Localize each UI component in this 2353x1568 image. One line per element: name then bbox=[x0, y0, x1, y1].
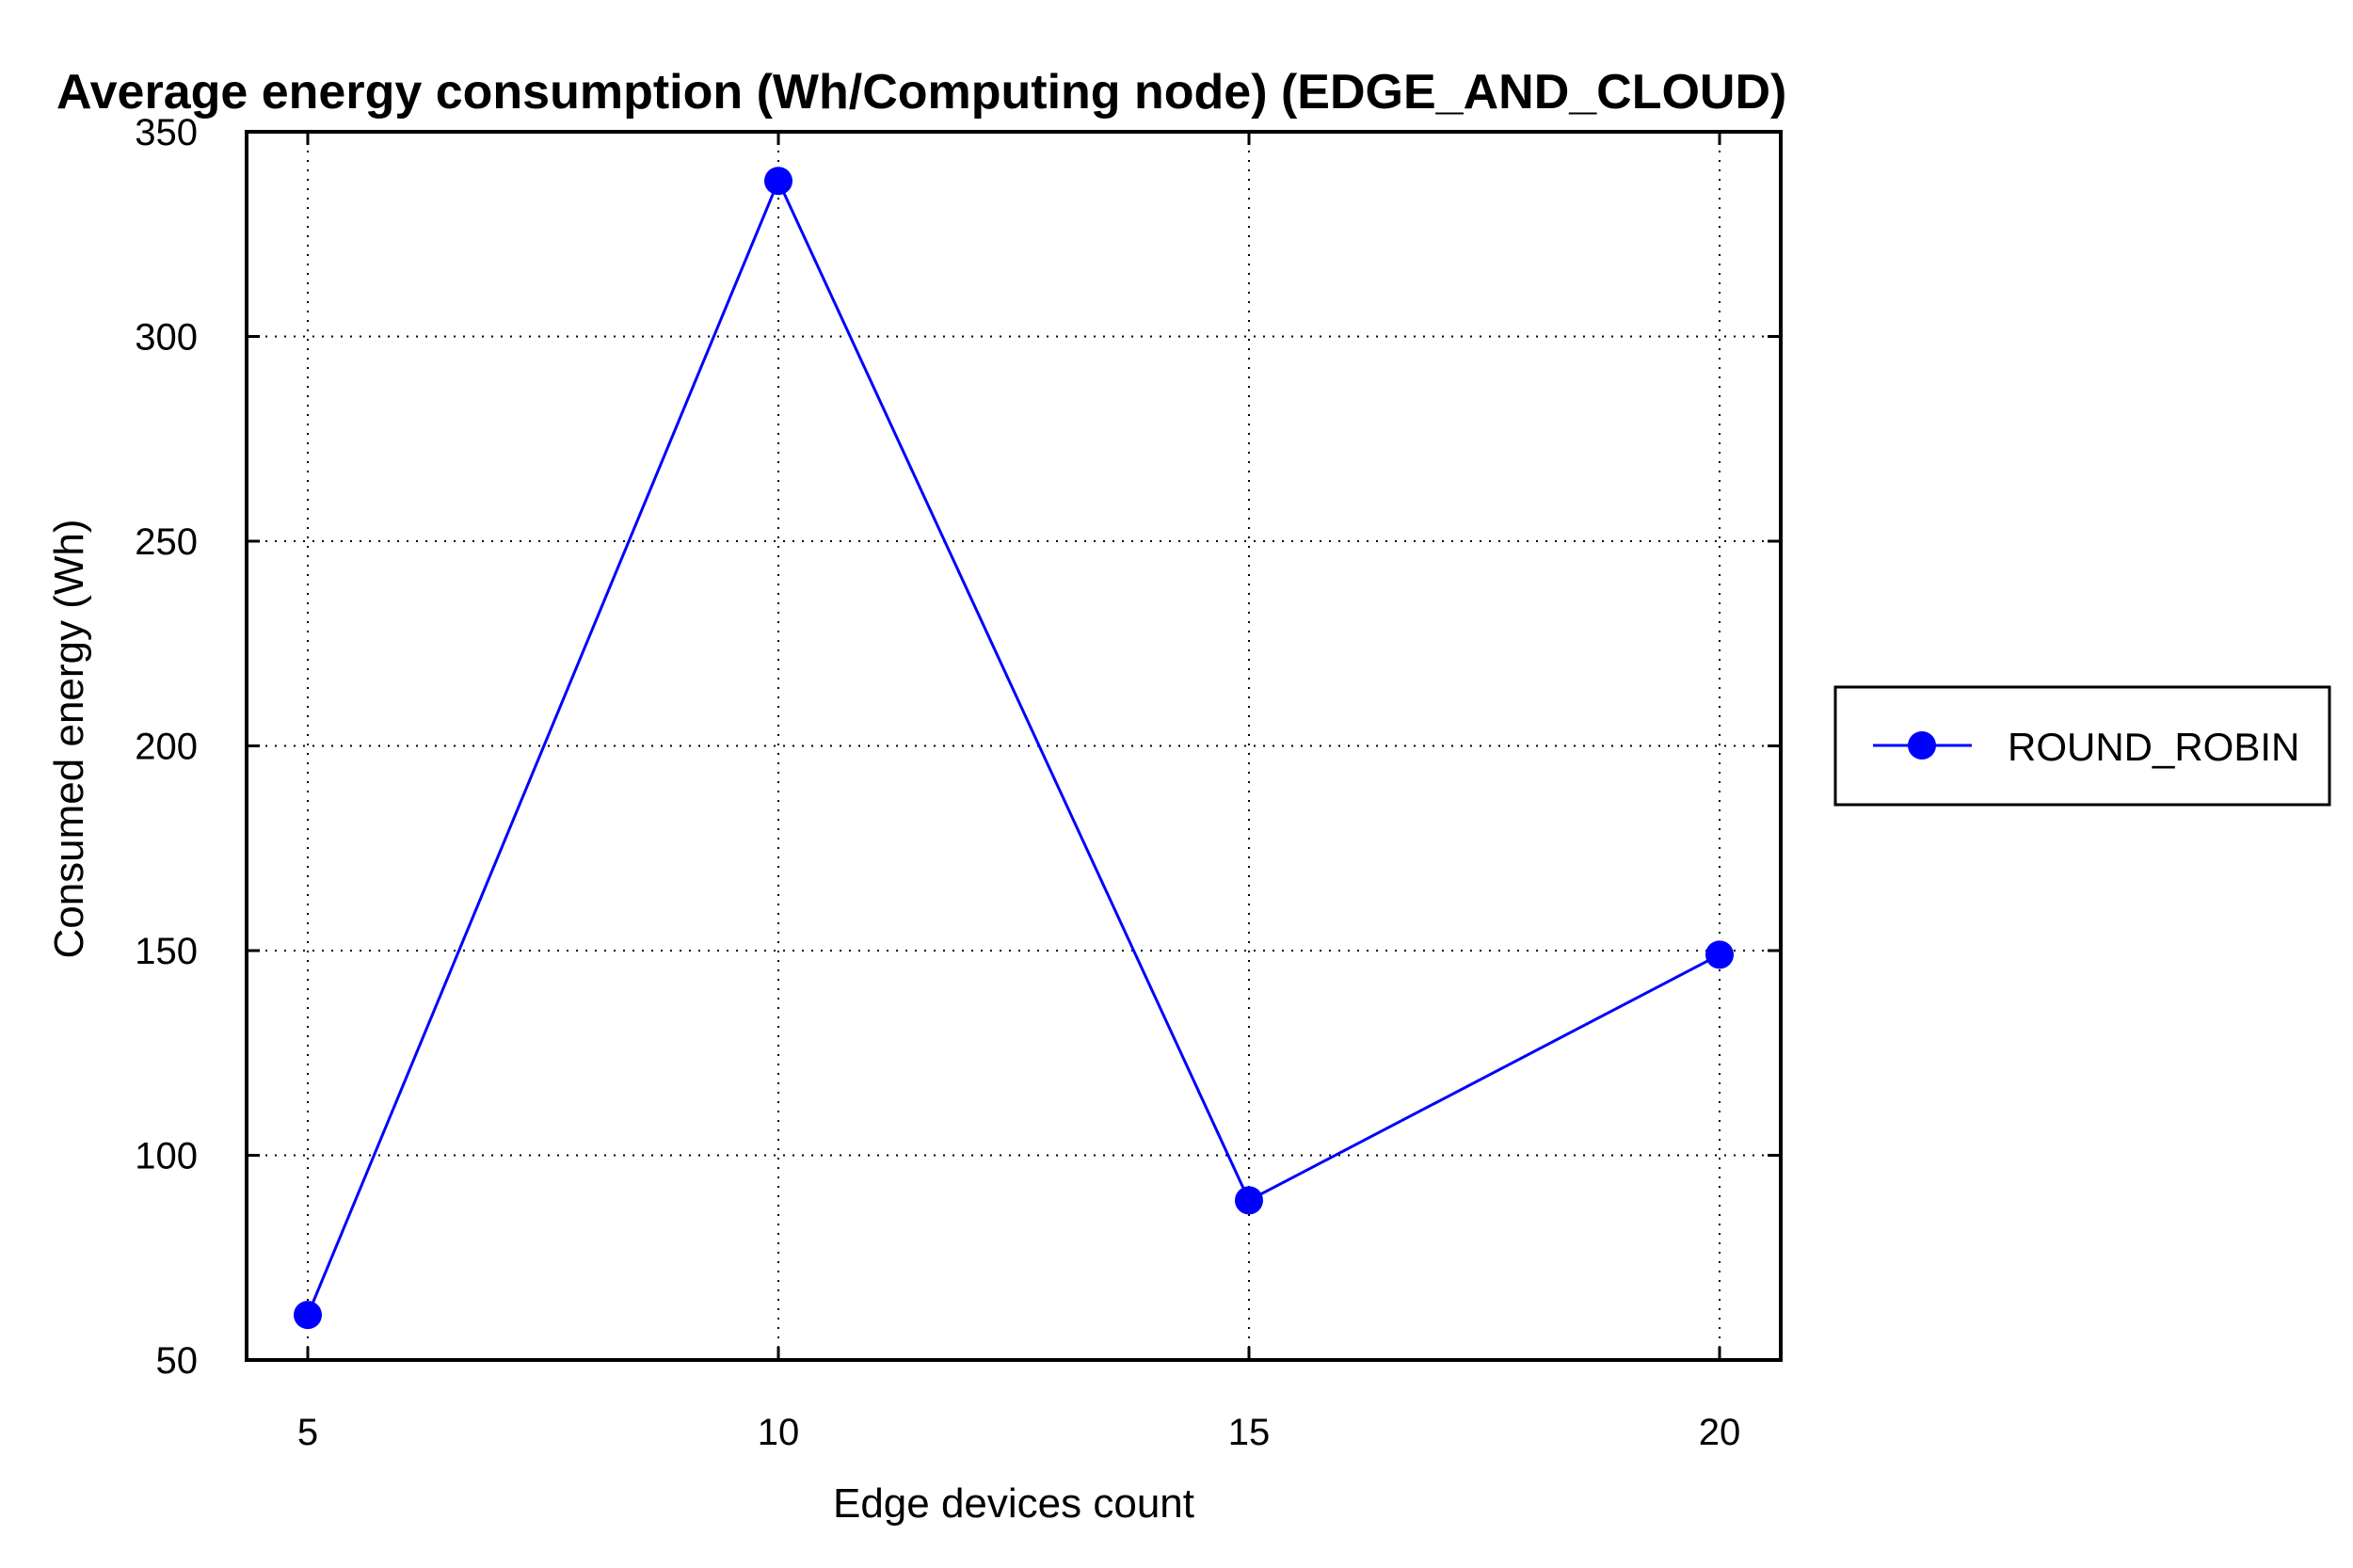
y-tick-label: 350 bbox=[135, 112, 198, 153]
chart-title: Average energy consumption (Wh/Computing… bbox=[56, 65, 1786, 120]
legend-label: ROUND_ROBIN bbox=[2008, 725, 2299, 769]
series-line bbox=[306, 177, 1721, 1316]
data-point bbox=[1705, 940, 1734, 969]
grid-lines bbox=[247, 132, 1781, 1360]
y-tick-label: 100 bbox=[135, 1136, 198, 1177]
x-axis-label: Edge devices count bbox=[833, 1480, 1194, 1527]
x-tick-label: 5 bbox=[297, 1412, 318, 1453]
data-point bbox=[764, 167, 792, 196]
y-tick-label: 300 bbox=[135, 317, 198, 359]
plot-frame bbox=[245, 130, 1783, 1362]
y-axis-label: Consumed energy (Wh) bbox=[46, 519, 92, 958]
y-tick-label: 200 bbox=[135, 727, 198, 768]
axis-ticks bbox=[247, 130, 1781, 1362]
x-tick-label: 15 bbox=[1228, 1412, 1271, 1453]
legend-marker bbox=[1908, 731, 1936, 760]
y-tick-labels: 50 100 150 200 250 300 350 bbox=[135, 112, 198, 1382]
series-layer bbox=[294, 167, 1734, 1330]
x-tick-label: 20 bbox=[1699, 1412, 1741, 1453]
data-point bbox=[294, 1301, 322, 1330]
x-tick-labels: 5 10 15 20 bbox=[297, 1412, 1740, 1453]
y-tick-label: 50 bbox=[156, 1340, 199, 1382]
y-tick-label: 150 bbox=[135, 931, 198, 972]
legend: ROUND_ROBIN bbox=[1833, 685, 2331, 807]
data-point bbox=[1235, 1186, 1263, 1215]
y-tick-label: 250 bbox=[135, 521, 198, 563]
x-tick-label: 10 bbox=[758, 1412, 800, 1453]
